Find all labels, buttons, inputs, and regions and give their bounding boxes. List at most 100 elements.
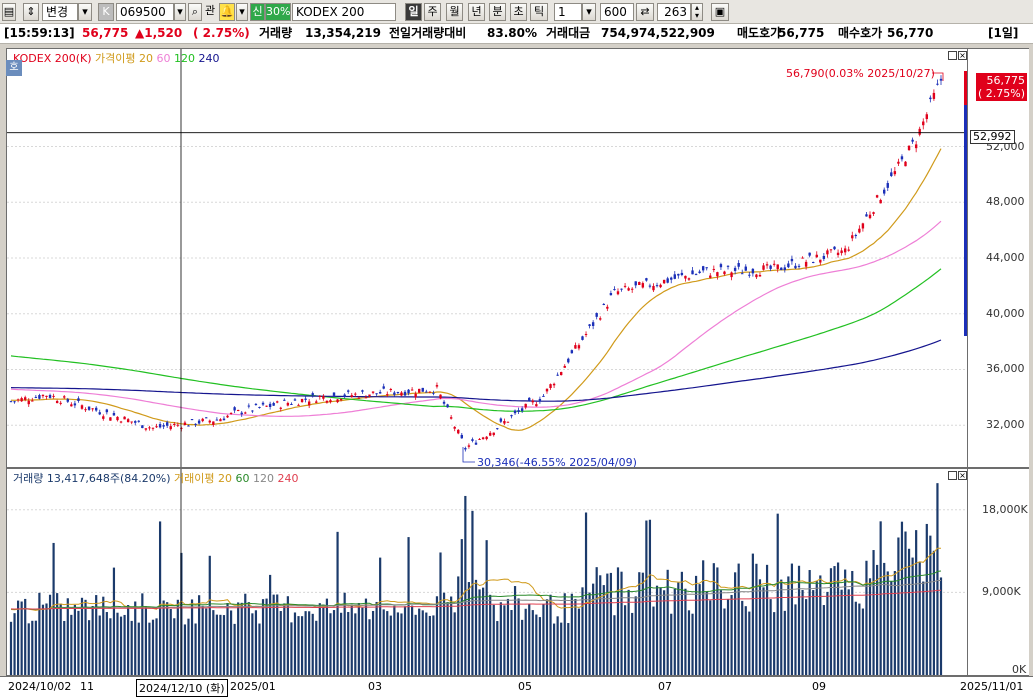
volume-bar — [98, 615, 101, 675]
x-tick-label: 2024/10/02 — [8, 680, 72, 693]
candle-body — [347, 390, 350, 392]
updown-icon[interactable]: ⇕ — [23, 3, 39, 21]
volume-bar — [670, 613, 673, 675]
shin-percent[interactable]: 30% — [265, 3, 291, 21]
display-count-input[interactable]: 263 — [657, 3, 691, 21]
volume-bar — [567, 623, 570, 675]
volume-bar — [602, 585, 605, 675]
view-count-input[interactable]: 600 — [600, 3, 634, 21]
candle-body — [38, 395, 41, 399]
volume-panel-maximize-icon[interactable] — [948, 471, 957, 480]
period-count-input[interactable]: 1 — [554, 3, 582, 21]
volume-bar — [705, 591, 708, 675]
volume-legend-value: 13,417,648주(84.20%) — [46, 472, 171, 485]
volume-bar — [929, 535, 932, 675]
volume-bar — [833, 566, 836, 675]
volume-bar — [34, 620, 37, 675]
hoga-button[interactable]: 호 — [6, 60, 22, 76]
volume-bar — [425, 612, 428, 675]
candle-body — [755, 274, 758, 278]
candle-body — [73, 403, 77, 406]
legend-ma-label: 가격이평 — [95, 52, 136, 65]
period-minute[interactable]: 분 — [489, 3, 506, 21]
candle-body — [229, 412, 233, 414]
volume-panel[interactable]: 거래량 13,417,648주(84.20%) 거래이평 20 60 120 2… — [6, 468, 968, 676]
kwan-label[interactable]: 관 — [204, 4, 216, 17]
volume-bar — [545, 599, 549, 675]
alarm-dropdown-icon[interactable]: ▾ — [236, 3, 248, 21]
volume-chart[interactable] — [7, 469, 967, 675]
refresh-icon[interactable]: ⇄ — [636, 3, 654, 21]
volume-bar — [829, 568, 833, 675]
volume-bar — [616, 567, 620, 675]
candle-body — [815, 254, 818, 258]
period-count-dropdown-icon[interactable]: ▾ — [582, 3, 596, 21]
period-day[interactable]: 일 — [405, 3, 422, 21]
volume-bar — [368, 619, 371, 675]
volume-ma-line-240 — [10, 589, 942, 610]
period-month[interactable]: 월 — [446, 3, 463, 21]
candle-body — [488, 432, 492, 436]
volume-bar — [272, 594, 275, 675]
volume-bar — [467, 582, 471, 675]
candle-body — [737, 263, 740, 267]
candle-body — [286, 402, 290, 406]
volume-bar — [634, 596, 637, 675]
volume-bar — [513, 586, 517, 675]
candle-body — [208, 420, 211, 423]
volume-bar — [531, 610, 534, 675]
period-week[interactable]: 주 — [424, 3, 441, 21]
candle-body — [492, 432, 495, 436]
code-dropdown-icon[interactable]: ▾ — [174, 3, 186, 21]
volume-bar — [38, 592, 41, 675]
volume-bar — [659, 587, 662, 675]
candle-body — [20, 398, 23, 402]
price-panel-maximize-icon[interactable] — [948, 51, 957, 60]
volume-bar — [432, 615, 435, 675]
candle-body — [343, 394, 346, 397]
volume-bar — [915, 530, 918, 675]
shin-button[interactable]: 신 — [250, 3, 265, 21]
period-tick[interactable]: 틱 — [530, 3, 548, 21]
candle-body — [300, 398, 304, 402]
volume-bar — [538, 617, 541, 675]
mode-dropdown-icon[interactable]: ▾ — [78, 3, 92, 21]
candle-body — [258, 406, 261, 408]
volume-bar — [737, 563, 740, 675]
display-count-spinner[interactable]: ▴ ▾ — [691, 3, 703, 21]
menu-icon[interactable]: ▤ — [2, 3, 16, 21]
volume-bar — [70, 614, 73, 675]
period-year[interactable]: 년 — [468, 3, 485, 21]
candle-body — [151, 427, 155, 429]
k-icon[interactable]: K — [98, 3, 114, 21]
price-panel-close-icon[interactable]: × — [958, 51, 967, 60]
volume-bar — [226, 603, 229, 675]
volume-bar — [464, 495, 467, 675]
candle-body — [315, 401, 318, 403]
volume-bar — [453, 612, 456, 675]
candle-body — [98, 412, 101, 415]
candle-body — [222, 418, 226, 421]
period-second[interactable]: 초 — [510, 3, 527, 21]
volume-bar — [890, 581, 893, 675]
volume-bar — [723, 608, 726, 675]
candle-body — [772, 263, 776, 265]
candle-body — [694, 274, 698, 276]
code-input[interactable]: 069500 — [116, 3, 174, 21]
candle-body — [719, 264, 723, 268]
volume-bar — [563, 593, 566, 675]
volume-bar — [105, 612, 108, 675]
candle-body — [63, 396, 66, 398]
search-icon[interactable]: ⌕ — [188, 3, 202, 21]
alarm-icon[interactable]: 🔔 — [219, 3, 235, 21]
price-panel[interactable]: 56,790(0.03% 2025/10/27) 30,346(-46.55% 2… — [6, 48, 968, 468]
candle-body — [659, 284, 662, 288]
price-chart[interactable]: 56,790(0.03% 2025/10/27) 30,346(-46.55% 2… — [7, 49, 967, 467]
crosshair-date-tag: 2024/12/10 (화) — [136, 679, 228, 697]
volume-bar — [521, 619, 524, 675]
mode-select[interactable]: 변경 — [42, 3, 78, 21]
volume-bar — [343, 592, 346, 675]
save-icon[interactable]: ▣ — [711, 3, 729, 21]
volume-panel-close-icon[interactable]: × — [958, 471, 967, 480]
ask-value: 56,775 — [778, 26, 825, 40]
